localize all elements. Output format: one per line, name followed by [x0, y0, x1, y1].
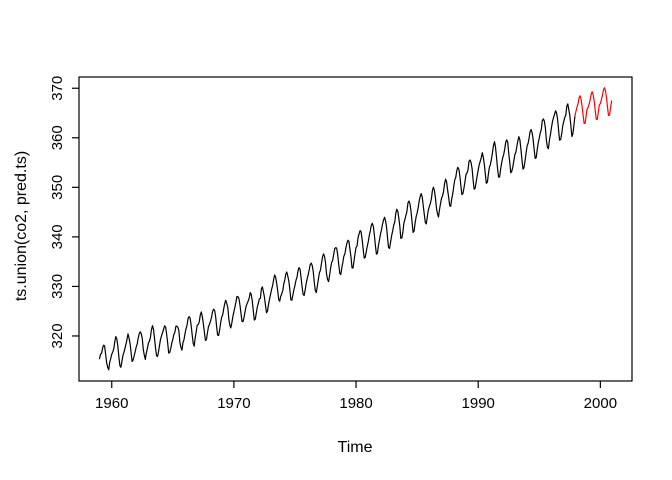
x-tick-label: 1970 — [217, 395, 250, 412]
series-layer — [98, 87, 613, 371]
co2-series-line — [98, 103, 576, 371]
x-tick-label: 1980 — [339, 395, 372, 412]
y-tick-label: 320 — [49, 323, 66, 348]
x-tick-label: 2000 — [584, 395, 617, 412]
y-tick-label: 370 — [49, 76, 66, 101]
pred.ts-series-line — [574, 87, 613, 125]
y-tick-label: 340 — [49, 224, 66, 249]
y-tick-label: 350 — [49, 175, 66, 200]
y-tick-label: 330 — [49, 274, 66, 299]
x-tick-label: 1990 — [462, 395, 495, 412]
x-axis-label: Time — [338, 439, 373, 456]
y-axis: 320 330 340 350 360 370 — [49, 76, 79, 348]
y-axis-label: ts.union(co2, pred.ts) — [13, 151, 30, 301]
y-tick-label: 360 — [49, 125, 66, 150]
x-tick-label: 1960 — [95, 395, 128, 412]
x-axis: 1960 1970 1980 1990 2000 — [95, 381, 617, 412]
